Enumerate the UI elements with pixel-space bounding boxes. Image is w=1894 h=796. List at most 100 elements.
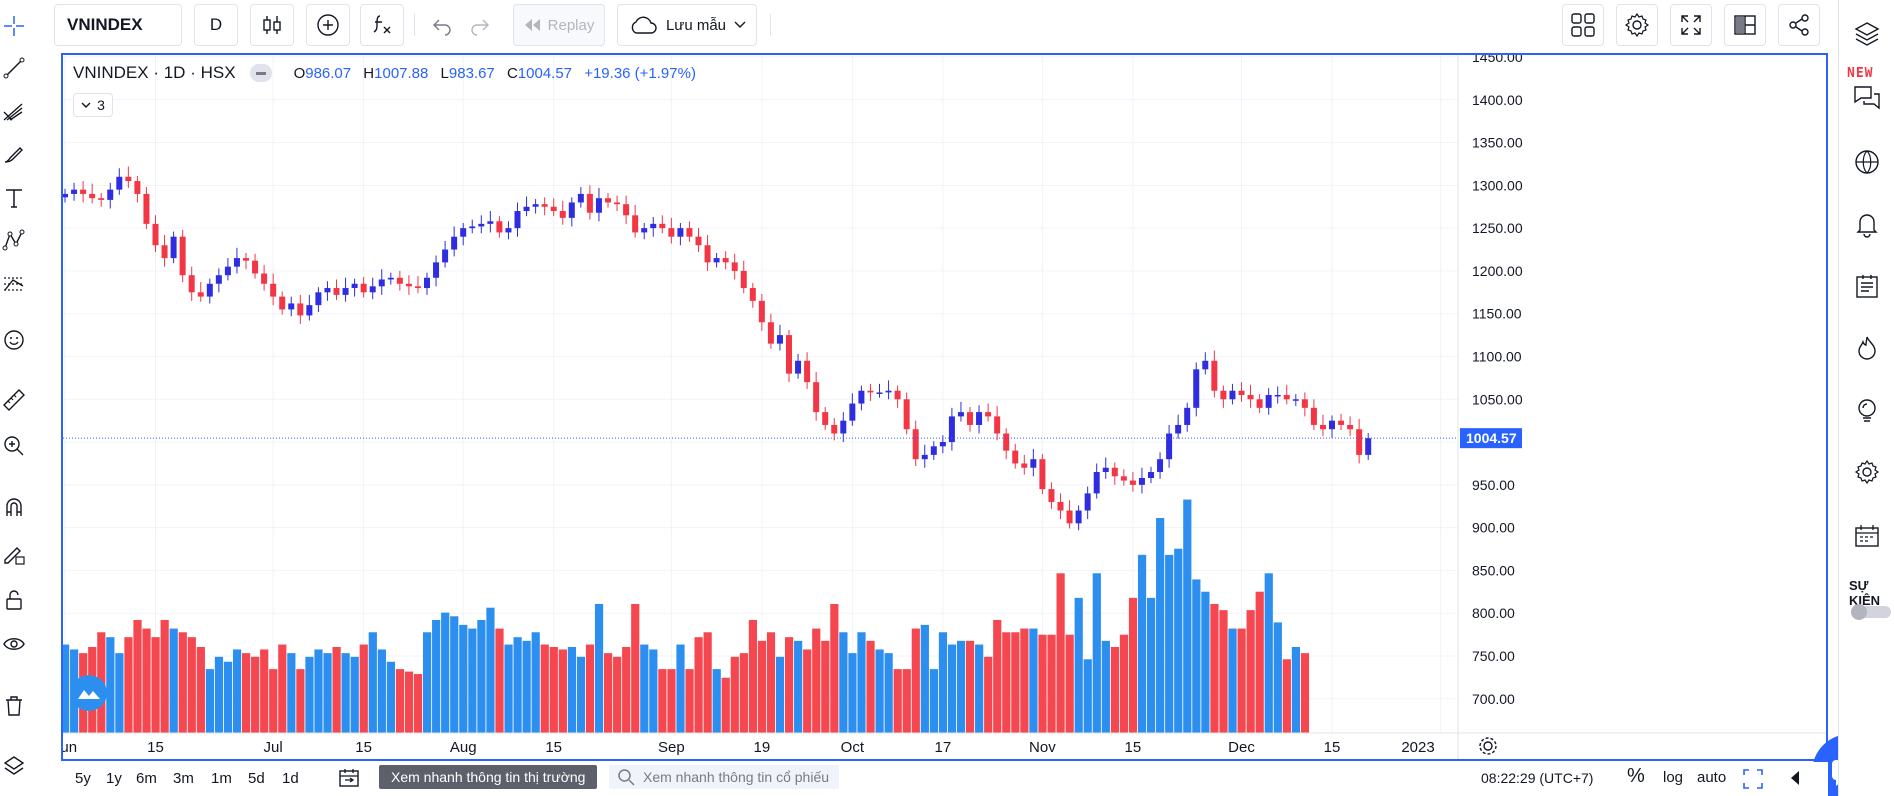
candle xyxy=(776,324,783,351)
layers-tool-icon[interactable] xyxy=(0,752,28,780)
candle-body xyxy=(532,204,539,207)
chart-type-button[interactable] xyxy=(250,4,294,46)
pattern-icon[interactable] xyxy=(0,226,28,254)
volume-bar xyxy=(875,649,884,733)
volume-bar xyxy=(658,669,667,733)
events-toggle[interactable] xyxy=(1851,604,1891,620)
range-5d[interactable]: 5d xyxy=(248,770,265,787)
volume-bar xyxy=(622,647,631,733)
candle xyxy=(840,412,847,443)
trend-line-icon[interactable] xyxy=(0,54,28,82)
indicator-count-label: 3 xyxy=(97,97,105,113)
candle-body xyxy=(713,258,720,263)
chart-canvas[interactable]: 700.00750.00800.00850.00900.00950.001000… xyxy=(63,55,1826,759)
calendar-icon[interactable] xyxy=(1851,520,1883,552)
candle-body xyxy=(994,416,1001,434)
save-template-button[interactable]: Lưu mẫu xyxy=(617,4,757,46)
panel-toggle-button[interactable] xyxy=(1724,4,1766,46)
layout-select-button[interactable] xyxy=(1562,4,1604,46)
candle-body xyxy=(288,303,295,310)
market-overview-button[interactable]: Xem nhanh thông tin thị trường xyxy=(379,765,598,789)
auto-scale-toggle[interactable]: auto xyxy=(1697,769,1727,786)
candle-body xyxy=(985,412,992,417)
fullscreen-button[interactable] xyxy=(1670,4,1712,46)
replay-button[interactable]: Replay xyxy=(513,4,605,46)
volume-bar xyxy=(106,637,115,733)
volume-bar xyxy=(576,656,586,733)
undo-icon[interactable] xyxy=(430,13,454,37)
range-5y[interactable]: 5y xyxy=(75,770,91,787)
volume-series xyxy=(63,499,1310,733)
candle xyxy=(342,277,349,302)
candle xyxy=(107,182,114,209)
text-tool-icon[interactable] xyxy=(0,184,28,212)
candle xyxy=(306,294,313,321)
candle xyxy=(668,217,675,244)
layers-icon[interactable] xyxy=(1851,18,1883,50)
range-1d[interactable]: 1d xyxy=(282,770,299,787)
candle-body xyxy=(695,236,702,246)
prediction-icon[interactable] xyxy=(0,270,28,298)
indicators-icon xyxy=(373,15,391,34)
share-button[interactable] xyxy=(1778,4,1820,46)
range-3m[interactable]: 3m xyxy=(173,770,194,787)
symbol-search-button[interactable]: VNINDEX xyxy=(54,4,182,46)
globe-icon[interactable] xyxy=(1851,146,1883,178)
candle-body xyxy=(233,258,240,267)
candle xyxy=(677,223,684,246)
eye-icon[interactable] xyxy=(0,630,28,658)
crosshair-icon[interactable] xyxy=(0,12,28,40)
fit-screen-icon[interactable] xyxy=(1742,768,1764,790)
candle xyxy=(514,202,521,237)
candle-body xyxy=(261,273,268,284)
settings-button[interactable] xyxy=(1616,4,1658,46)
range-1m[interactable]: 1m xyxy=(211,770,232,787)
collapse-arrow-icon[interactable] xyxy=(1789,770,1801,786)
percent-scale-toggle[interactable]: % xyxy=(1627,765,1645,787)
add-compare-button[interactable] xyxy=(306,4,350,46)
volume-bar xyxy=(1192,579,1201,733)
fire-icon[interactable] xyxy=(1851,332,1883,364)
lightbulb-icon[interactable] xyxy=(1851,394,1883,426)
legend-collapse-icon[interactable] xyxy=(249,64,272,82)
lock-icon[interactable] xyxy=(0,586,28,614)
chart-pane[interactable]: 700.00750.00800.00850.00900.00950.001000… xyxy=(61,53,1828,761)
volume-bar xyxy=(115,653,124,733)
candle xyxy=(89,183,96,204)
clock[interactable]: 08:22:29 (UTC+7) xyxy=(1481,770,1594,786)
legend-exchange: HSX xyxy=(200,63,236,82)
candle xyxy=(550,198,557,217)
zoom-in-icon[interactable] xyxy=(0,432,28,460)
go-to-date-icon[interactable] xyxy=(337,767,361,789)
log-scale-toggle[interactable]: log xyxy=(1663,769,1684,786)
trash-icon[interactable] xyxy=(0,692,28,720)
widget-settings-icon[interactable] xyxy=(1851,456,1883,488)
pitchfork-icon[interactable] xyxy=(0,98,28,126)
news-icon[interactable] xyxy=(1851,270,1883,302)
range-6m[interactable]: 6m xyxy=(136,770,157,787)
brush-icon[interactable] xyxy=(0,140,28,168)
axis-settings-icon[interactable] xyxy=(1479,737,1497,755)
emoji-icon[interactable] xyxy=(0,326,28,354)
redo-icon[interactable] xyxy=(468,13,492,37)
lock-drawing-icon[interactable] xyxy=(0,540,28,568)
candle-body xyxy=(677,228,684,237)
volume-bar xyxy=(613,656,622,733)
price-tick-label: 1150.00 xyxy=(1472,306,1522,322)
indicators-toggle[interactable]: 3 xyxy=(73,93,113,117)
candle-body xyxy=(1166,433,1173,460)
candle xyxy=(1229,383,1236,405)
bell-icon[interactable] xyxy=(1851,208,1883,240)
open-value: 986.07 xyxy=(305,64,352,82)
stock-search-input[interactable] xyxy=(643,769,833,785)
magnet-icon[interactable] xyxy=(0,494,28,522)
range-1y[interactable]: 1y xyxy=(106,770,122,787)
candle xyxy=(378,269,385,295)
indicators-button[interactable] xyxy=(360,4,404,46)
candle xyxy=(704,234,711,271)
ruler-icon[interactable] xyxy=(0,386,28,414)
chat-rooms-icon[interactable] xyxy=(1851,82,1883,114)
interval-button[interactable]: D xyxy=(194,4,238,46)
volume-bar xyxy=(314,649,323,733)
candle-body xyxy=(1365,438,1372,455)
